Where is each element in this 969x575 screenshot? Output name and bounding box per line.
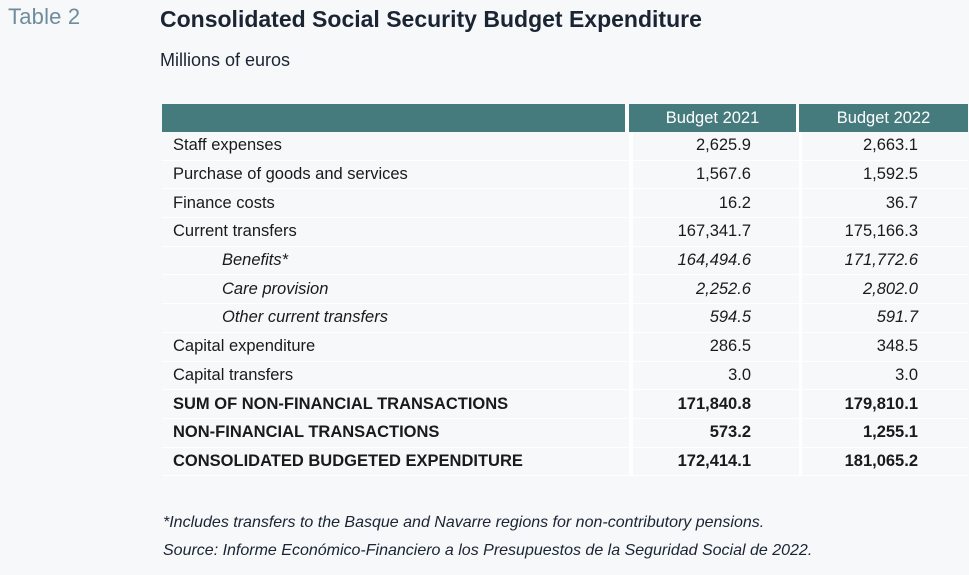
row-label: Capital expenditure	[162, 333, 629, 362]
table-row: Benefits* 164,494.6 171,772.6	[162, 246, 968, 276]
value-2021: 286.5	[629, 332, 799, 362]
table-row: Care provision 2,252.6 2,802.0	[162, 275, 968, 305]
table-row: Capital expenditure 286.5 348.5	[162, 332, 968, 362]
value-2021: 16.2	[629, 189, 799, 219]
source-note: Source: Informe Económico-Financiero a l…	[163, 542, 813, 559]
value-2021: 594.5	[629, 304, 799, 333]
value-2021: 164,494.6	[629, 246, 799, 276]
value-2021: 2,252.6	[629, 275, 799, 305]
value-2021: 167,341.7	[629, 218, 799, 247]
budget-table: Budget 2021 Budget 2022 Staff expenses 2,…	[162, 104, 968, 477]
row-label: NON-FINANCIAL TRANSACTIONS	[162, 419, 629, 448]
row-label: Other current transfers	[162, 304, 629, 333]
table-title: Consolidated Social Security Budget Expe…	[160, 6, 702, 32]
value-2021: 573.2	[629, 418, 799, 448]
table-row: CONSOLIDATED BUDGETED EXPENDITURE 172,414…	[162, 447, 968, 477]
value-2022: 1,592.5	[799, 160, 968, 190]
row-label: Staff expenses	[162, 132, 629, 161]
table-row: NON-FINANCIAL TRANSACTIONS 573.2 1,255.1	[162, 418, 968, 448]
table-body: Staff expenses 2,625.9 2,663.1 Purchase of …	[162, 132, 968, 477]
row-label: Capital transfers	[162, 362, 629, 391]
value-2021: 2,625.9	[629, 132, 799, 161]
value-2022: 2,802.0	[799, 275, 968, 305]
value-2021: 1,567.6	[629, 160, 799, 190]
value-2022: 175,166.3	[799, 218, 968, 247]
header-budget-2022: Budget 2022	[799, 104, 968, 132]
row-label: SUM OF NON-FINANCIAL TRANSACTIONS	[162, 390, 629, 419]
header-row: Budget 2021 Budget 2022	[162, 104, 968, 132]
table-number: Table 2	[8, 4, 81, 29]
value-2022: 171,772.6	[799, 246, 968, 276]
value-2022: 1,255.1	[799, 418, 968, 448]
table-row: Staff expenses 2,625.9 2,663.1	[162, 132, 968, 161]
table-subtitle: Millions of euros	[160, 50, 291, 70]
value-2022: 348.5	[799, 332, 968, 362]
value-2022: 2,663.1	[799, 132, 968, 161]
table-row: Finance costs 16.2 36.7	[162, 189, 968, 219]
value-2022: 591.7	[799, 304, 968, 333]
footnote: *Includes transfers to the Basque and Na…	[163, 514, 765, 531]
value-2021: 172,414.1	[629, 447, 799, 477]
header-budget-2021: Budget 2021	[629, 104, 799, 132]
value-2022: 181,065.2	[799, 447, 968, 477]
row-label: Benefits*	[162, 247, 629, 276]
table-row: Purchase of goods and services 1,567.6 1,5…	[162, 160, 968, 190]
table-row: Current transfers 167,341.7 175,166.3	[162, 218, 968, 247]
table-row: SUM OF NON-FINANCIAL TRANSACTIONS 171,840…	[162, 390, 968, 419]
table-row: Other current transfers 594.5 591.7	[162, 304, 968, 333]
row-label: Purchase of goods and services	[162, 161, 629, 190]
value-2021: 171,840.8	[629, 390, 799, 419]
value-2022: 3.0	[799, 361, 968, 391]
value-2022: 36.7	[799, 189, 968, 219]
value-2022: 179,810.1	[799, 390, 968, 419]
value-2021: 3.0	[629, 361, 799, 391]
table-row: Capital transfers 3.0 3.0	[162, 361, 968, 391]
row-label: CONSOLIDATED BUDGETED EXPENDITURE	[162, 448, 629, 477]
header-label-cell	[162, 104, 629, 132]
row-label: Current transfers	[162, 218, 629, 247]
row-label: Finance costs	[162, 189, 629, 219]
row-label: Care provision	[162, 275, 629, 305]
